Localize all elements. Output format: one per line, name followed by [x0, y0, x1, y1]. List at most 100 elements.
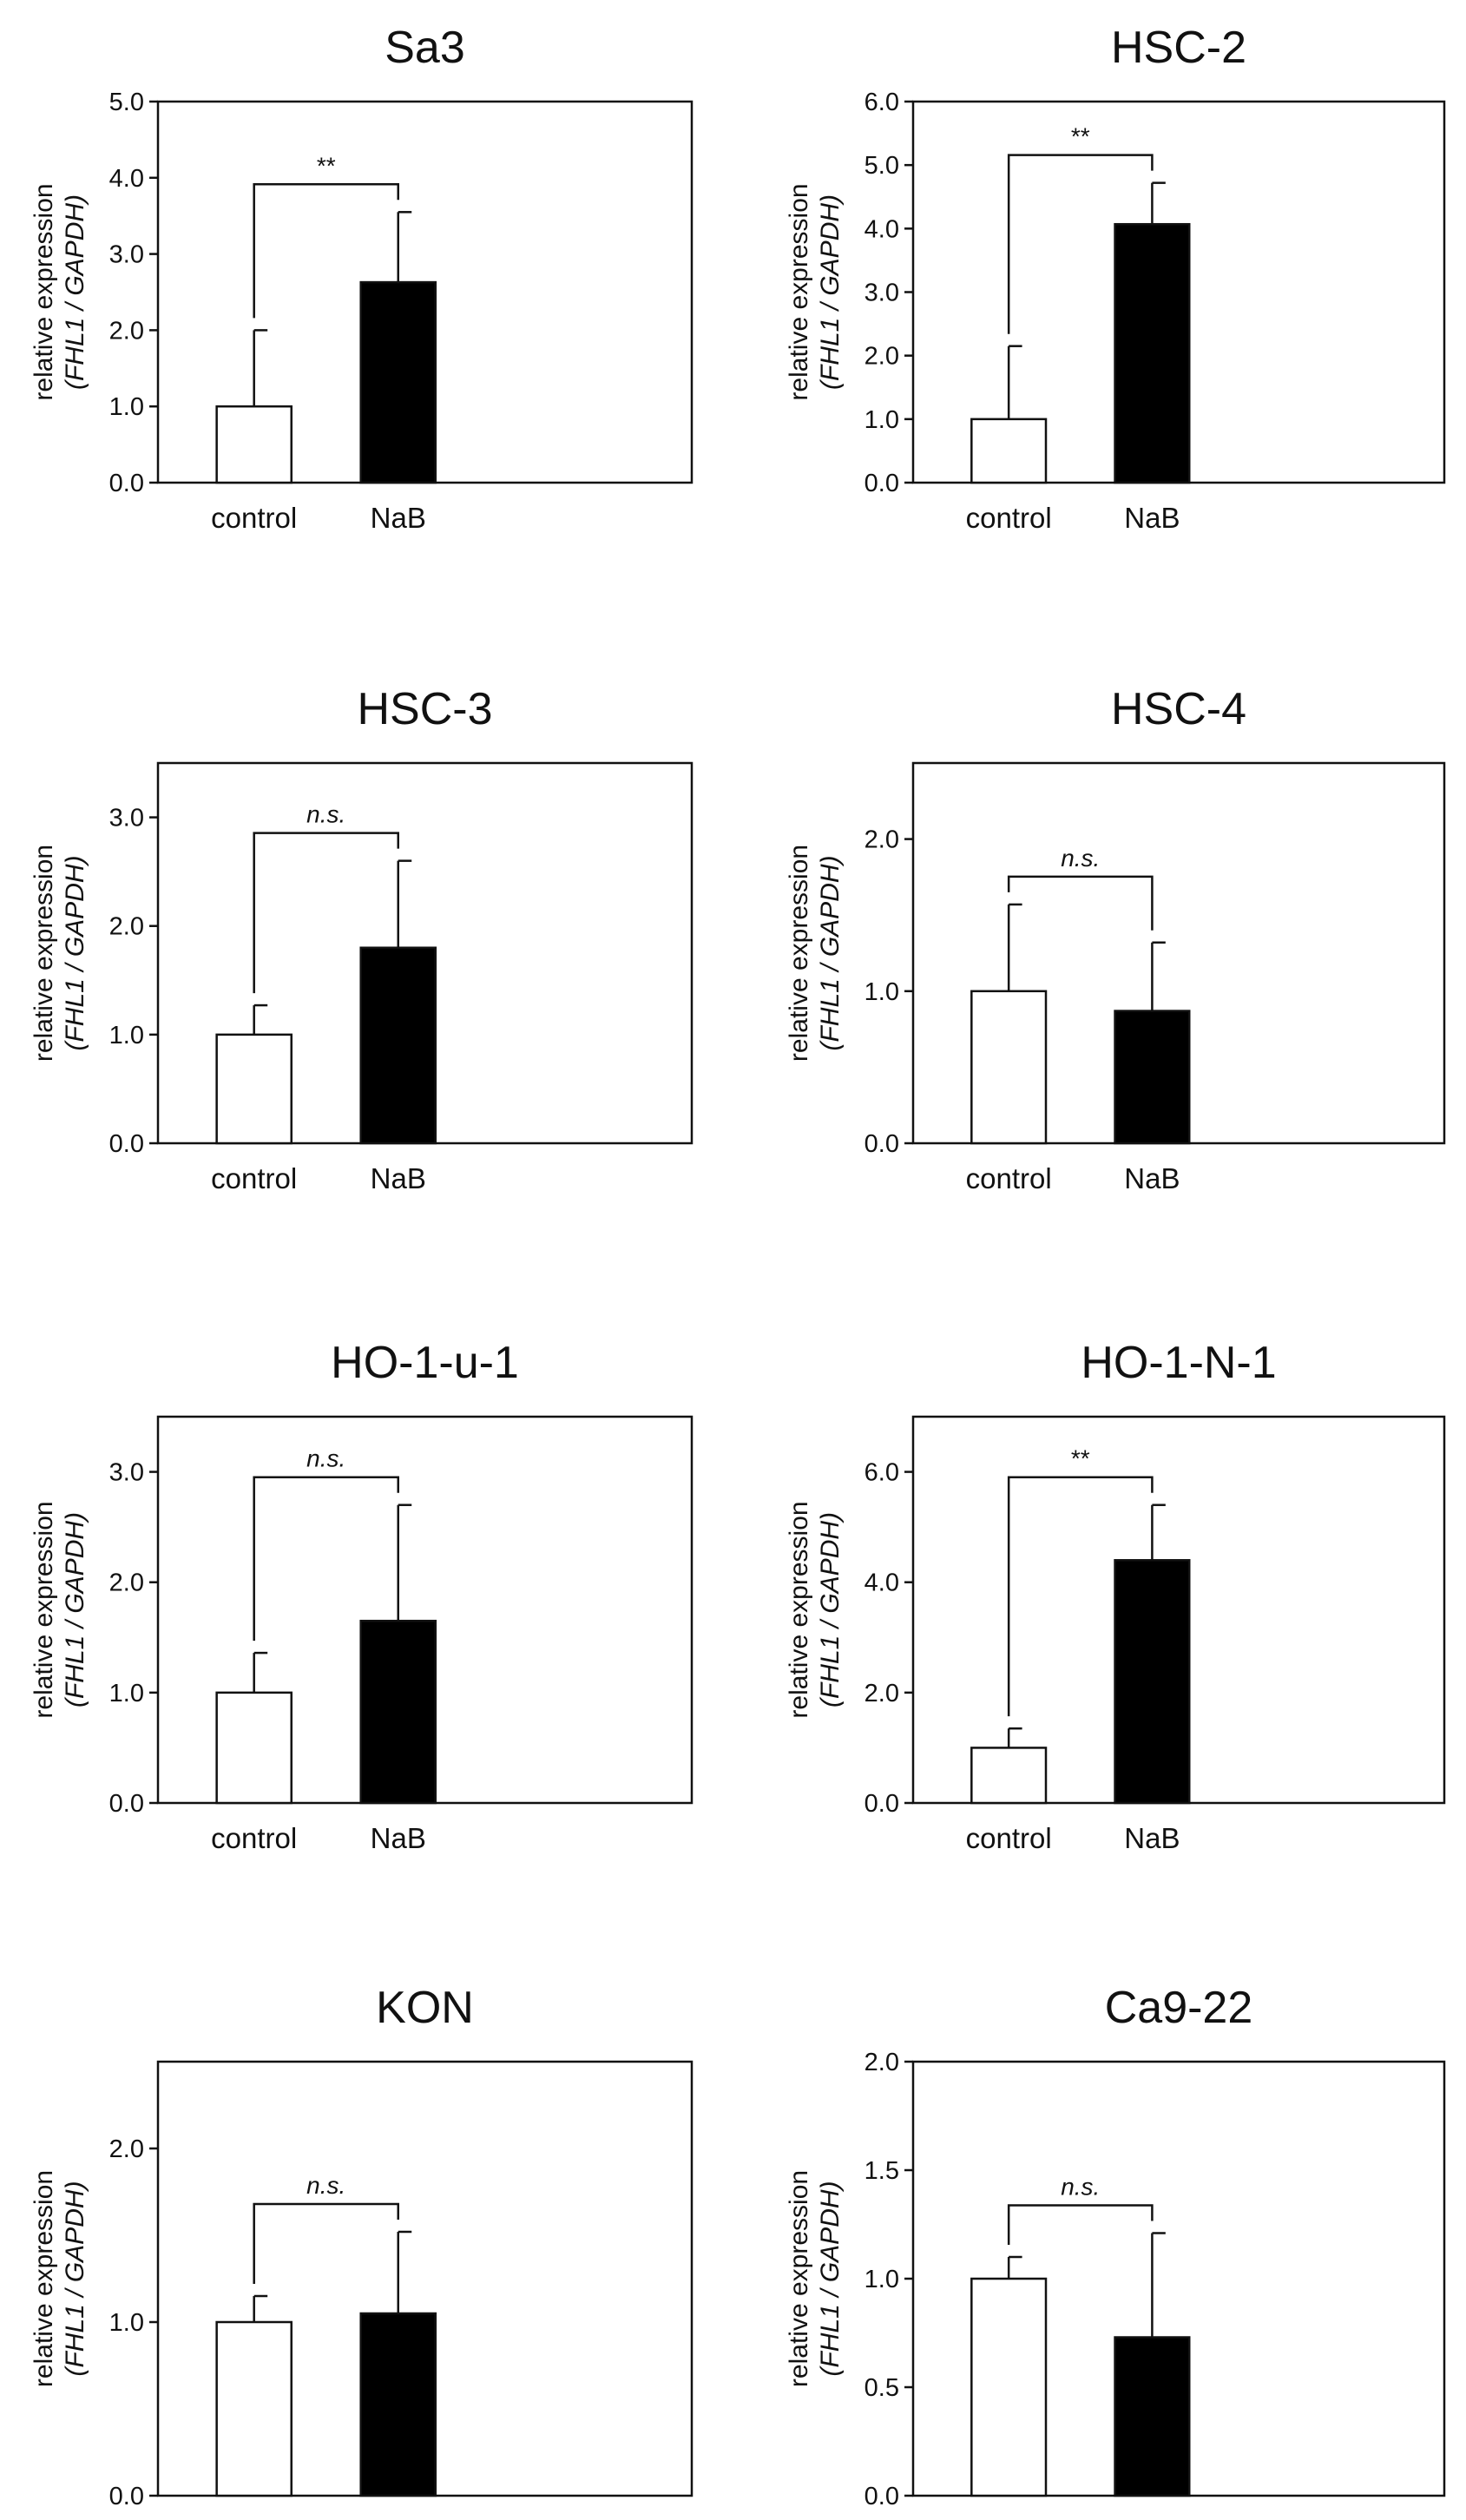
bar-nab	[1114, 1559, 1191, 1805]
y-axis-label-sub: (FHL1 / GAPDH)	[61, 855, 89, 1050]
significance-label: n.s.	[1061, 2174, 1100, 2201]
y-tick-label: 1.0	[109, 1680, 144, 1707]
chart-panel-4: HSC-4 0.0 1.0 2.0 relative expression (FHL1 /…	[785, 684, 1446, 1194]
significance-label: n.s.	[306, 801, 345, 828]
chart-panel-3: HSC-3 0.0 1.0 2.0 3.0 relative expression (FHL…	[30, 684, 694, 1194]
category-label: NaB	[1124, 502, 1180, 534]
y-tick-label: 1.0	[109, 2309, 144, 2337]
bar-control	[215, 1691, 293, 1805]
y-tick-label: 1.5	[864, 2157, 899, 2185]
y-tick-label: 1.0	[864, 2266, 899, 2293]
chart-title: HSC-4	[1111, 684, 1246, 734]
y-tick-label: 0.0	[109, 1790, 144, 1818]
y-axis-label: relative expression	[785, 183, 813, 400]
chart-title: KON	[376, 1983, 474, 2033]
category-label: NaB	[1124, 1822, 1180, 1854]
category-label: control	[966, 1162, 1052, 1194]
y-tick-label: 1.0	[109, 393, 144, 421]
y-tick-label: 2.0	[864, 1680, 899, 1707]
y-tick-label: 1.0	[864, 978, 899, 1006]
chart-title: HO-1-N-1	[1081, 1338, 1276, 1388]
category-label: control	[211, 1822, 297, 1854]
category-label: control	[211, 2515, 297, 2520]
chart-panel-5: HO-1-u-1 0.0 1.0 2.0 3.0 relative expression(…	[30, 1338, 694, 1854]
significance-bracket	[1007, 1476, 1154, 1717]
chart-title: HSC-2	[1111, 23, 1246, 73]
significance-bracket	[253, 1476, 399, 1642]
bar-nab	[359, 2312, 437, 2497]
y-tick-label: 0.5	[864, 2374, 899, 2402]
y-tick-label: 3.0	[109, 241, 144, 269]
category-label: NaB	[371, 502, 426, 534]
bar-control	[970, 990, 1048, 1145]
y-tick-label: 0.0	[864, 470, 899, 497]
significance-label: **	[1071, 123, 1090, 150]
category-label: control	[211, 502, 297, 534]
y-tick-label: 3.0	[109, 805, 144, 832]
significance-bracket	[1007, 875, 1154, 931]
category-label: NaB	[371, 1162, 426, 1194]
y-tick-label: 4.0	[864, 1569, 899, 1597]
bar-nab	[359, 1619, 437, 1805]
y-axis-label: relative expression	[785, 2170, 813, 2387]
y-axis-label: relative expression	[785, 845, 813, 1062]
significance-bracket	[253, 832, 399, 994]
bar-nab	[359, 946, 437, 1145]
y-axis-label-sub: (FHL1 / GAPDH)	[61, 1512, 89, 1707]
chart-panel-6: HO-1-N-1 0.0 2.0 4.0 6.0 relative expression(…	[785, 1338, 1446, 1854]
chart-title: HSC-3	[357, 684, 492, 734]
bar-control	[970, 418, 1048, 484]
y-axis-label-sub: (FHL1 / GAPDH)	[816, 855, 845, 1050]
significance-label: **	[1071, 1445, 1090, 1472]
bar-control	[970, 2277, 1048, 2497]
y-axis-label-sub: (FHL1 / GAPDH)	[816, 194, 845, 390]
category-label: control	[966, 502, 1052, 534]
y-tick-label: 4.0	[109, 165, 144, 193]
category-label: NaB	[371, 1822, 426, 1854]
significance-bracket	[253, 2202, 399, 2284]
bar-nab	[1114, 2336, 1191, 2497]
y-tick-label: 1.0	[864, 406, 899, 434]
y-axis-label-sub: (FHL1 / GAPDH)	[816, 1512, 845, 1707]
significance-label: n.s.	[306, 2172, 345, 2199]
y-axis-label: relative expression	[30, 1501, 58, 1718]
category-label: NaB	[1124, 1162, 1180, 1194]
significance-bracket	[1007, 2204, 1154, 2245]
significance-bracket	[253, 183, 399, 319]
y-tick-label: 2.0	[864, 2049, 899, 2076]
bar-nab	[359, 280, 437, 484]
y-tick-label: 2.0	[109, 913, 144, 941]
significance-bracket	[1007, 154, 1154, 334]
y-axis-label-sub: (FHL1 / GAPDH)	[61, 194, 89, 390]
y-tick-label: 5.0	[864, 152, 899, 180]
category-label: control	[966, 1822, 1052, 1854]
y-tick-label: 2.0	[109, 317, 144, 345]
category-label: control	[966, 2515, 1052, 2520]
y-tick-label: 0.0	[864, 2483, 899, 2510]
y-tick-label: 0.0	[864, 1790, 899, 1818]
y-tick-label: 4.0	[864, 215, 899, 243]
significance-label: n.s.	[306, 1445, 345, 1472]
bar-control	[215, 1033, 293, 1145]
bar-control	[970, 1747, 1048, 1805]
chart-panel-1: Sa3 0.0 1.0 2.0 3.0 4.0 5.0 relative expression…	[30, 23, 694, 534]
y-tick-label: 2.0	[109, 2135, 144, 2163]
significance-label: n.s.	[1061, 845, 1100, 872]
y-tick-label: 2.0	[864, 826, 899, 854]
y-tick-label: 2.0	[109, 1569, 144, 1597]
y-tick-label: 1.0	[109, 1022, 144, 1049]
bar-nab	[1114, 1010, 1191, 1145]
y-tick-label: 0.0	[864, 1130, 899, 1158]
bar-control	[215, 405, 293, 484]
y-tick-label: 6.0	[864, 1459, 899, 1487]
y-tick-label: 0.0	[109, 1130, 144, 1158]
chart-title: HO-1-u-1	[331, 1338, 519, 1388]
y-tick-label: 3.0	[109, 1459, 144, 1487]
category-label: control	[211, 1162, 297, 1194]
y-tick-label: 6.0	[864, 89, 899, 116]
y-axis-label: relative expression	[785, 1501, 813, 1718]
category-label: NaB	[371, 2515, 426, 2520]
y-axis-label: relative expression	[30, 845, 58, 1062]
y-tick-label: 3.0	[864, 280, 899, 307]
y-axis-label-sub: (FHL1 / GAPDH)	[816, 2181, 845, 2376]
